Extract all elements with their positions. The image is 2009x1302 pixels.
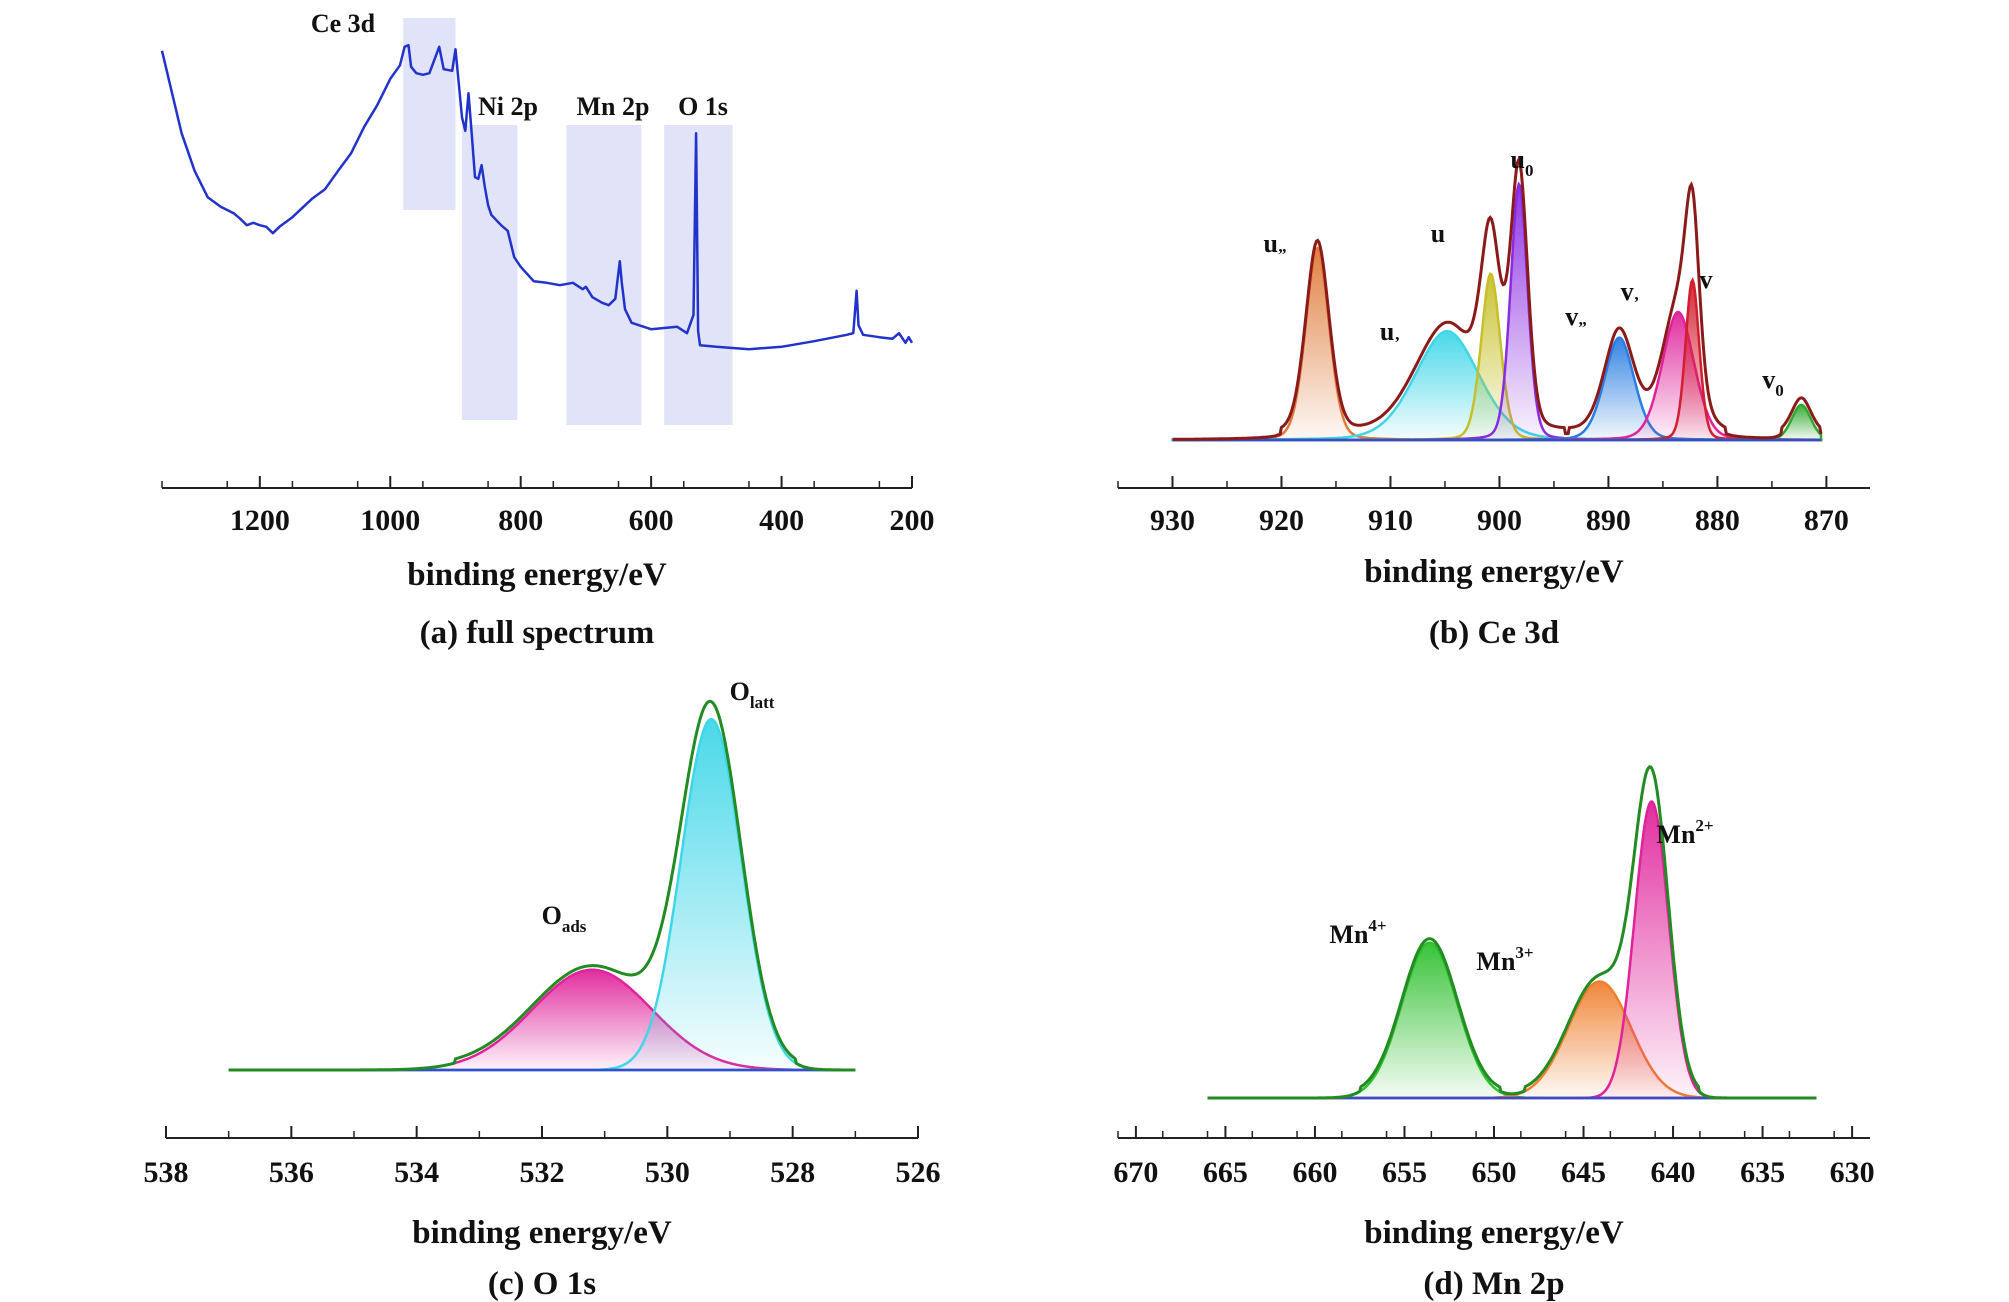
x-tick-label: 670 (1113, 1156, 1158, 1189)
peak-label: Mn3+ (1476, 943, 1533, 976)
x-tick-label: 920 (1259, 504, 1304, 537)
peak-label: u0 (1511, 145, 1534, 180)
panel-caption: (d) Mn 2p (1423, 1266, 1564, 1302)
annotation-label: Ce 3d (311, 9, 376, 38)
peak-label: v0 (1762, 365, 1784, 400)
peak-label-sub: ” (1278, 245, 1287, 264)
x-tick-label: 536 (269, 1156, 314, 1189)
panel-caption: (b) Ce 3d (1429, 615, 1559, 651)
peak-label-base: v (1565, 302, 1578, 331)
peak-label-base: u (1264, 229, 1278, 258)
peak-label: Oads (542, 901, 587, 936)
x-tick-label: 660 (1292, 1156, 1337, 1189)
panel-o-1s: 538 536 534 532 530 528 526 binding energy/eV (c… (144, 677, 941, 1302)
peak-label: v’ (1621, 277, 1640, 312)
x-axis-title: binding energy/eV (407, 557, 667, 593)
peak-label: Mn2+ (1656, 816, 1713, 849)
peak-label-sub: ads (562, 917, 587, 936)
peak-label-sub: 0 (1525, 161, 1534, 180)
x-axis-title: binding energy/eV (1364, 554, 1624, 590)
peak-label-sub: ’ (1394, 333, 1400, 352)
peak-label-base: O (730, 677, 750, 706)
x-tick-label: 200 (890, 504, 935, 537)
peak-label-base: v (1621, 277, 1634, 306)
annotation-label: O 1s (678, 92, 728, 121)
peak-u (1172, 272, 1821, 442)
envelope-line (1172, 155, 1823, 441)
x-tick-label: 665 (1203, 1156, 1248, 1189)
panel-full-spectrum: 1200 1000 800 600 400 200 binding energy/eV (a)… (160, 9, 935, 651)
shaded-region (403, 18, 456, 210)
peak-mn3- (1207, 980, 1817, 1100)
x-tick-label: 538 (144, 1156, 189, 1189)
peak-label-base: u (1380, 317, 1394, 346)
x-tick-label: 532 (520, 1156, 565, 1189)
peak-label-sup: 2+ (1695, 816, 1713, 835)
x-axis-title: binding energy/eV (1364, 1215, 1624, 1251)
envelope-line (228, 699, 856, 1072)
x-axis-title: binding energy/eV (412, 1215, 672, 1251)
x-tick-label: 630 (1830, 1156, 1875, 1189)
x-tick-label: 655 (1382, 1156, 1427, 1189)
annotation-label: Ni 2p (478, 92, 538, 121)
peak-label: Mn4+ (1329, 916, 1386, 949)
x-tick-label: 650 (1472, 1156, 1517, 1189)
annotation-label: Mn 2p (577, 92, 650, 121)
x-tick-label: 1000 (360, 504, 420, 537)
envelope-line (1207, 765, 1817, 1100)
peak-label-base: v (1700, 265, 1713, 294)
x-tick-label: 910 (1368, 504, 1413, 537)
peak-label-base: v (1762, 365, 1775, 394)
panel-caption: (a) full spectrum (420, 615, 655, 651)
panel-ce-3d: 930 920 910 900 890 880 870 binding energy/eV (b… (1117, 145, 1870, 651)
x-tick-label: 800 (498, 504, 543, 537)
peak-label: u” (1264, 229, 1287, 264)
peak-label: u’ (1380, 317, 1400, 352)
x-tick-label: 635 (1740, 1156, 1785, 1189)
peak-label-base: Mn (1476, 947, 1516, 976)
peak-label-base: Mn (1656, 820, 1696, 849)
x-tick-label: 1200 (230, 504, 290, 537)
x-tick-label: 870 (1804, 504, 1849, 537)
peak-label: Olatt (730, 677, 775, 712)
x-tick-label: 534 (394, 1156, 439, 1189)
x-tick-label: 880 (1695, 504, 1740, 537)
x-tick-label: 930 (1150, 504, 1195, 537)
peak-label-base: Mn (1329, 920, 1369, 949)
panel-mn-2p: 670 665 660 655 650 645 640 635 630 binding energ… (1113, 765, 1875, 1302)
peak-label-sub: 0 (1775, 381, 1784, 400)
peak-label-base: u (1431, 219, 1445, 248)
peak-label-sup: 3+ (1515, 943, 1533, 962)
shaded-region (566, 125, 642, 425)
peak-label-base: O (542, 901, 562, 930)
x-tick-label: 600 (629, 504, 674, 537)
shaded-region (462, 125, 518, 420)
x-tick-label: 900 (1477, 504, 1522, 537)
x-tick-label: 400 (759, 504, 804, 537)
peak-label: v” (1565, 302, 1587, 337)
x-tick-label: 645 (1561, 1156, 1606, 1189)
x-tick-label: 528 (770, 1156, 815, 1189)
peak-label-sup: 4+ (1368, 916, 1386, 935)
panel-caption: (c) O 1s (488, 1266, 596, 1302)
peak-label-sub: latt (750, 693, 775, 712)
series-survey-line (160, 43, 914, 351)
peak-label-base: u (1511, 145, 1525, 174)
peak-label: v (1700, 265, 1713, 294)
peak-label-sub: ’ (1634, 293, 1640, 312)
x-tick-label: 526 (896, 1156, 941, 1189)
peak-label: u (1431, 219, 1445, 248)
x-tick-label: 530 (645, 1156, 690, 1189)
peak-label-sub: ” (1578, 318, 1587, 337)
x-tick-label: 640 (1651, 1156, 1696, 1189)
x-tick-label: 890 (1586, 504, 1631, 537)
